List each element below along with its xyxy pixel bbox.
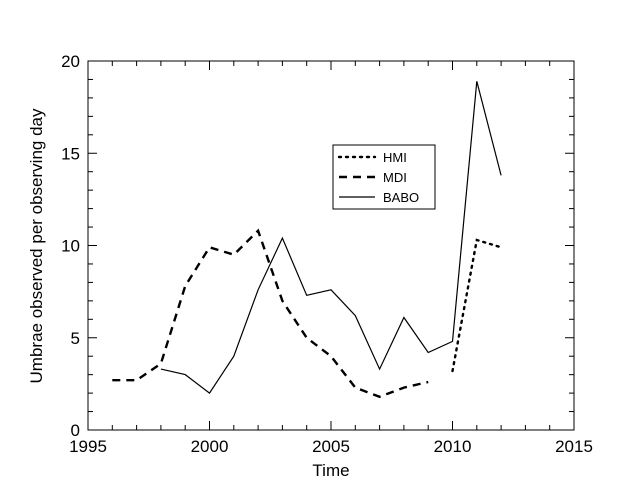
legend: HMI MDI BABO [332, 144, 436, 210]
series-line-hmi [451, 238, 503, 373]
y-tick-label: 5 [71, 329, 80, 348]
tick-labels: 1995 2000 2005 2010 2015 0 5 10 15 20 [61, 52, 593, 456]
axis-ticks [87, 60, 575, 431]
legend-box [332, 144, 436, 210]
y-axis-title: Umbrae observed per observing day [27, 108, 46, 383]
y-tick-label: 20 [61, 52, 80, 71]
plot-border [87, 60, 575, 431]
series-lines [112, 81, 503, 399]
legend-label-mdi: MDI [383, 170, 407, 185]
x-tick-label: 2005 [312, 437, 350, 456]
y-tick-label: 15 [61, 144, 80, 163]
plot-frame [87, 60, 575, 431]
series-line-mdi [112, 228, 429, 399]
x-axis-title: Time [312, 461, 349, 480]
series-line-babo [160, 81, 502, 394]
y-tick-label: 0 [71, 421, 80, 440]
y-tick-label: 10 [61, 237, 80, 256]
legend-label-babo: BABO [383, 190, 419, 205]
x-tick-label: 2015 [555, 437, 593, 456]
legend-label-hmi: HMI [383, 150, 407, 165]
x-tick-label: 1995 [69, 437, 107, 456]
x-tick-label: 2000 [191, 437, 229, 456]
x-tick-label: 2010 [434, 437, 472, 456]
